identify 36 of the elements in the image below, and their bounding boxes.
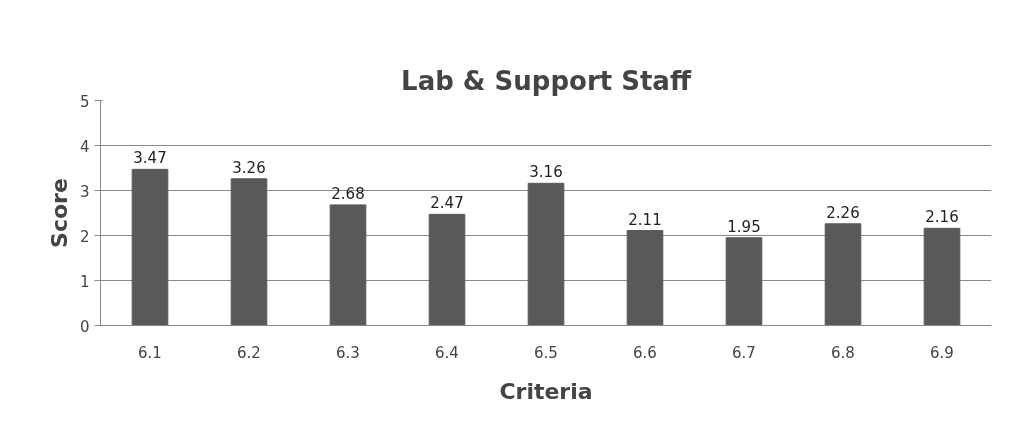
y-tick-label: 2 (79, 227, 90, 246)
data-label: 2.68 (331, 184, 365, 203)
data-label: 3.26 (232, 158, 266, 177)
x-tick-label: 6.4 (435, 343, 459, 362)
y-axis-title: Score (46, 178, 72, 248)
data-label: 2.26 (826, 203, 860, 222)
chart-title: Lab & Support Staff (401, 65, 692, 96)
data-label: 2.47 (430, 194, 464, 213)
y-tick-label: 4 (79, 137, 90, 156)
data-label: 2.11 (628, 210, 662, 229)
data-label: 1.95 (727, 217, 761, 236)
x-tick-label: 6.6 (633, 343, 657, 362)
bar (230, 178, 268, 326)
y-tick-label: 3 (79, 182, 90, 201)
x-tick-label: 6.9 (930, 343, 954, 362)
x-axis-title: Criteria (499, 378, 593, 404)
x-tick-label: 6.1 (138, 343, 162, 362)
x-tick-label: 6.8 (831, 343, 855, 362)
x-tick-label: 6.3 (336, 343, 360, 362)
y-tick-label: 5 (79, 92, 90, 111)
x-tick-label: 6.7 (732, 343, 756, 362)
bar (923, 227, 961, 326)
y-tick-label: 1 (79, 272, 90, 291)
data-label: 3.47 (133, 149, 167, 168)
x-tick-label: 6.5 (534, 343, 558, 362)
bar (131, 168, 169, 326)
data-label: 3.16 (529, 163, 563, 182)
y-tick-label: 0 (79, 317, 90, 336)
bar (824, 223, 862, 326)
bar (329, 204, 367, 326)
bar (428, 213, 466, 326)
x-tick-label: 6.2 (237, 343, 261, 362)
bar (725, 237, 763, 326)
data-label: 2.16 (925, 208, 959, 227)
bar (626, 230, 664, 326)
bar (527, 182, 565, 326)
